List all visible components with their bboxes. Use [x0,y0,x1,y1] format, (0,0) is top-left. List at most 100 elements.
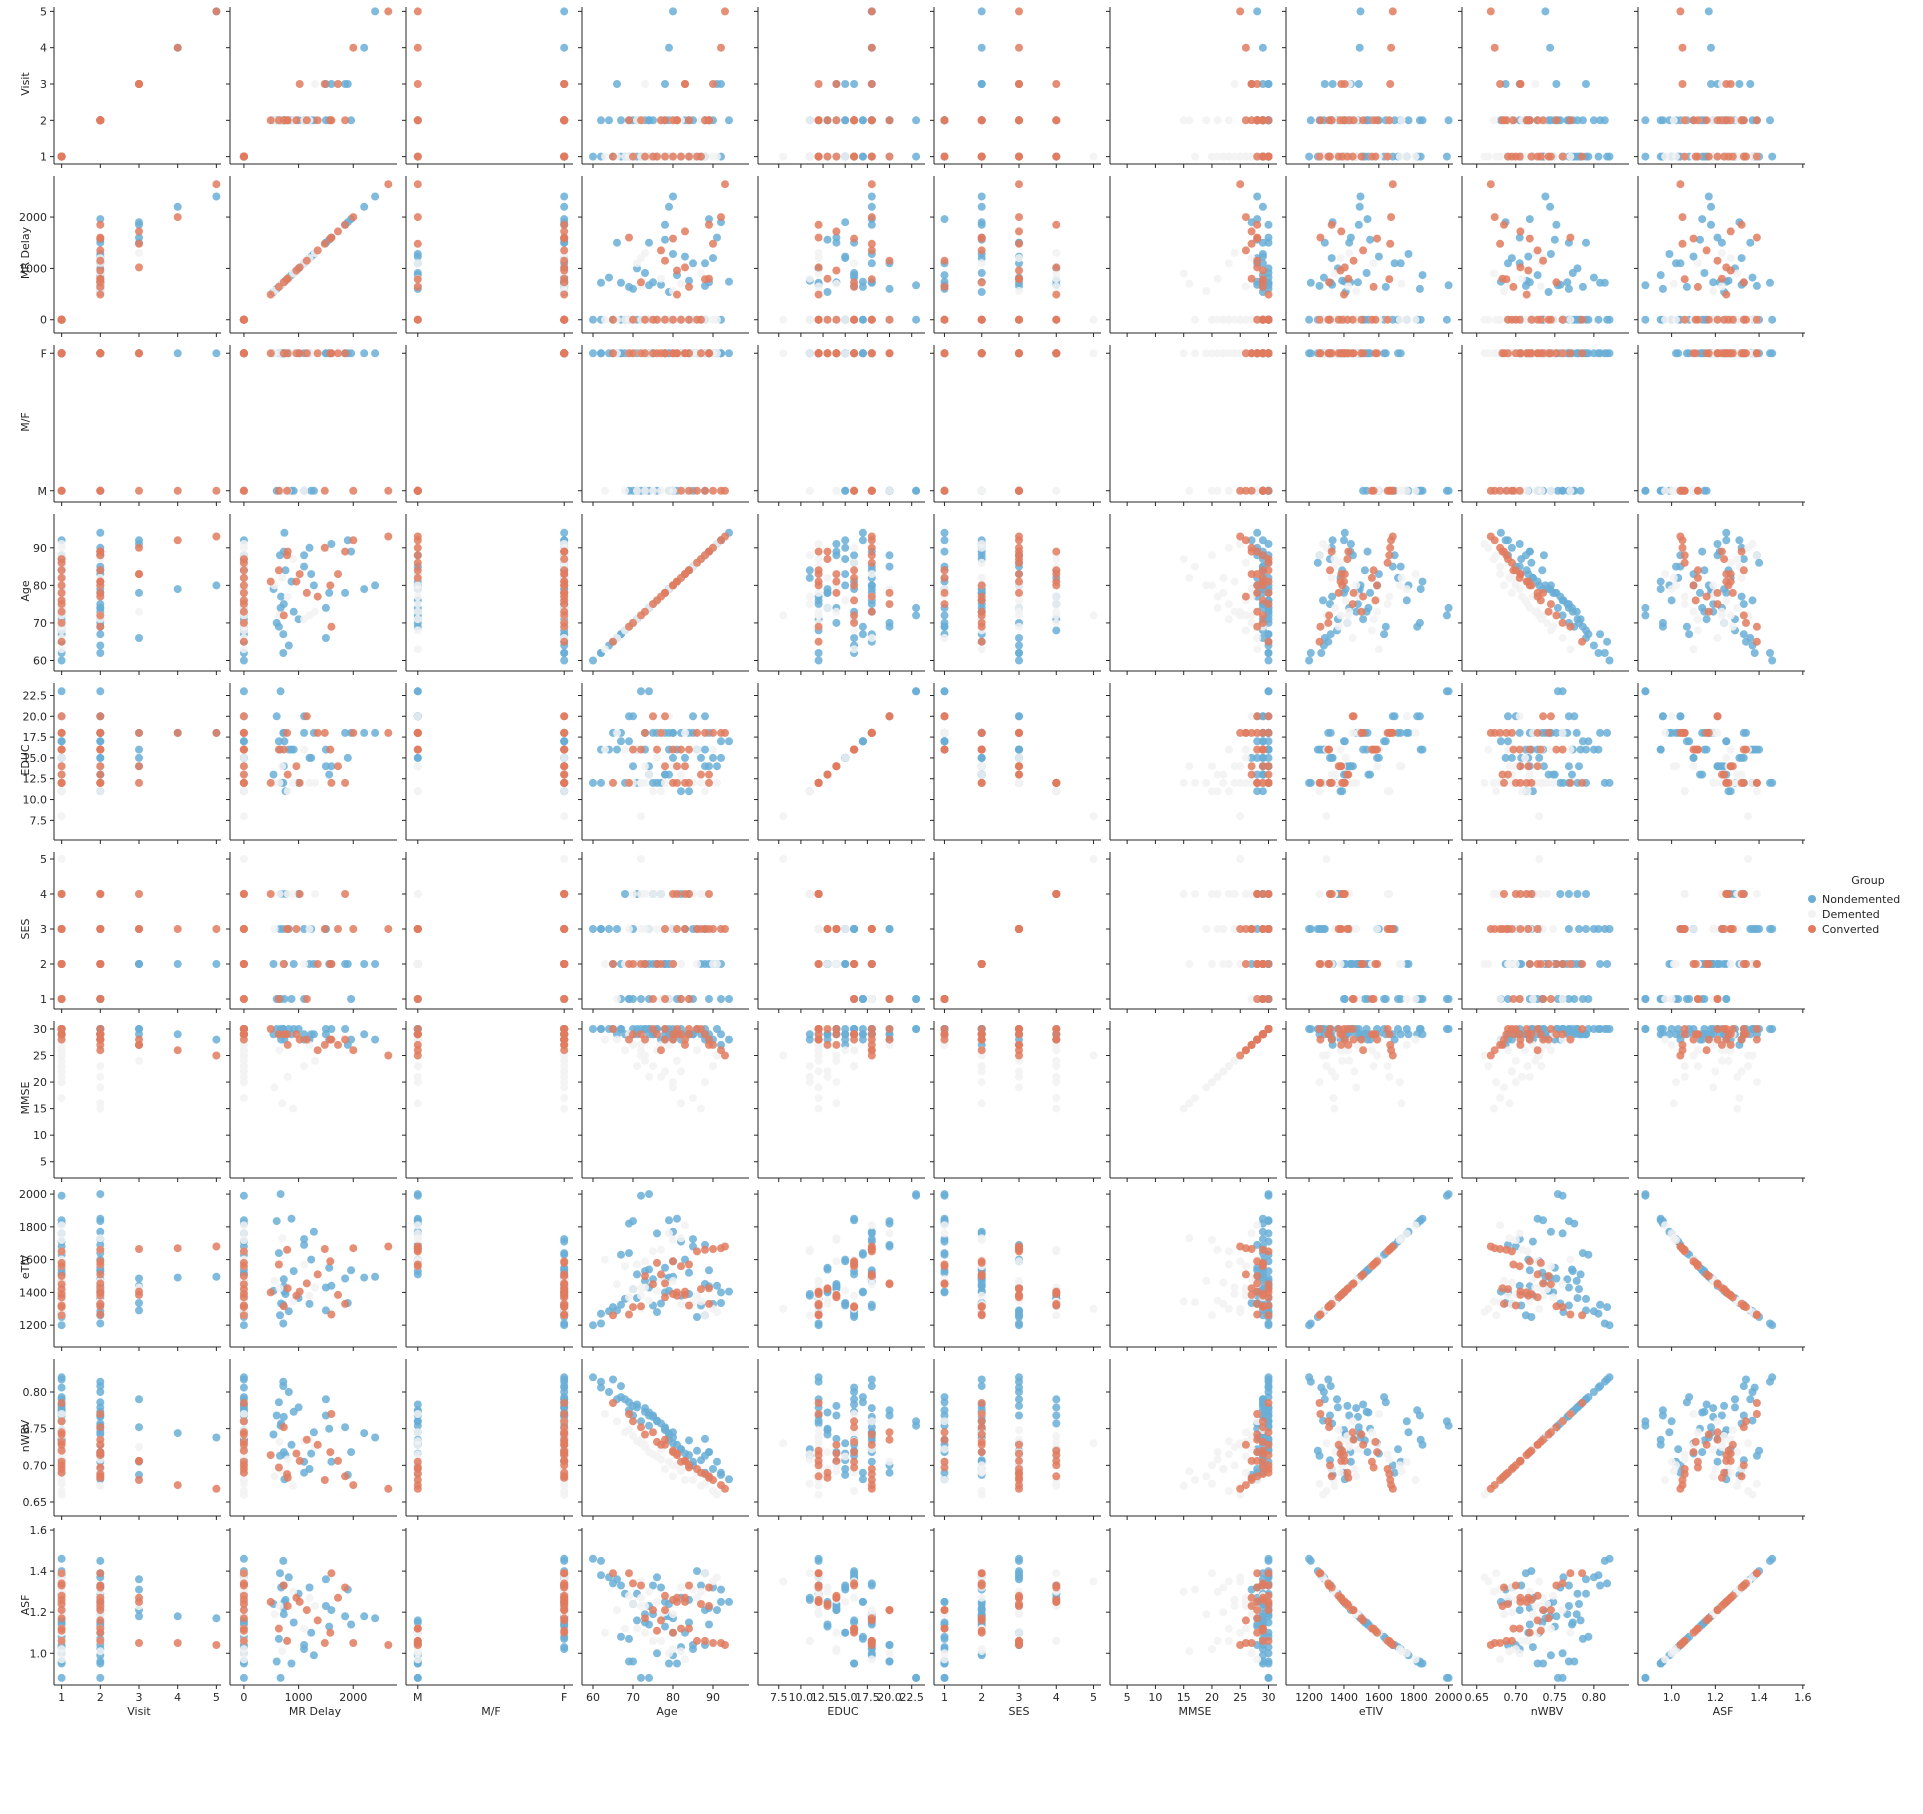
data-point [1090,611,1098,619]
data-point [1015,44,1023,52]
data-point [334,570,342,578]
y-tick-label: 4 [40,42,47,55]
data-point [1668,596,1676,604]
data-point [1516,540,1524,548]
data-point [1345,608,1353,616]
data-point [941,566,949,574]
data-point [1705,7,1713,15]
data-point [841,581,849,589]
panel-m-f-vs-etiv [1282,345,1453,506]
data-point [560,529,568,537]
data-point [1343,619,1351,627]
data-point [886,153,894,161]
data-point [673,291,681,299]
data-point [665,44,673,52]
data-point [1526,116,1534,124]
data-point [613,80,621,88]
data-point [1180,555,1188,563]
data-point [637,278,645,286]
data-point [1356,203,1364,211]
data-point [414,116,422,124]
data-point [1265,589,1273,597]
data-point [1690,349,1698,357]
data-point [1578,153,1586,161]
data-point [677,574,685,582]
data-point [1508,574,1516,582]
data-point [1331,604,1339,612]
series-nondemented [941,349,1061,495]
data-point [868,80,876,88]
data-point [645,281,653,289]
data-point [1546,44,1554,52]
data-point [240,316,248,324]
data-point [1517,555,1525,563]
data-point [1248,80,1256,88]
data-point [1385,593,1393,601]
data-point [1670,280,1678,288]
data-point [912,281,920,289]
data-point [303,349,311,357]
data-point [1499,349,1507,357]
panel-visit-vs-m-f [402,7,573,168]
data-point [1722,529,1730,537]
data-point [1554,487,1562,495]
data-point [240,487,248,495]
data-point [685,349,693,357]
data-point [1329,536,1337,544]
data-point [1342,596,1350,604]
data-point [1015,153,1023,161]
data-point [941,536,949,544]
series-nondemented [414,349,568,495]
data-point [414,559,422,567]
data-point [1484,153,1492,161]
data-point [1352,581,1360,589]
data-point [912,316,920,324]
data-point [1512,316,1520,324]
data-point [824,275,832,283]
data-point [1709,581,1717,589]
data-point [1236,180,1244,188]
data-point [1676,180,1684,188]
data-point [240,596,248,604]
data-point [414,585,422,593]
data-point [1534,487,1542,495]
y-tick-label: 0 [40,314,47,327]
data-point [850,316,858,324]
data-point [307,570,315,578]
data-point [1371,316,1379,324]
data-point [1329,80,1337,88]
data-point [1559,316,1567,324]
series-converted [941,349,1061,495]
data-point [1590,116,1598,124]
data-point [613,239,621,247]
data-point [685,116,693,124]
data-point [912,116,920,124]
data-point [96,235,104,243]
data-point [1370,487,1378,495]
data-point [1657,578,1665,586]
panel-visit-vs-educ [754,7,925,168]
data-point [1551,236,1559,244]
data-point [1681,593,1689,601]
data-point [1590,274,1598,282]
data-point [58,566,66,574]
data-point [806,551,814,559]
data-point [1319,596,1327,604]
data-point [174,213,182,221]
data-point [941,153,949,161]
data-point [1185,487,1193,495]
data-point [1015,634,1023,642]
data-point [1015,649,1023,657]
data-point [669,153,677,161]
data-point [850,581,858,589]
data-point [1214,604,1222,612]
data-point [1641,116,1649,124]
data-point [1015,316,1023,324]
data-point [321,544,329,552]
data-point [1373,581,1381,589]
data-point [58,574,66,582]
data-point [1547,600,1555,608]
data-point [1545,349,1553,357]
